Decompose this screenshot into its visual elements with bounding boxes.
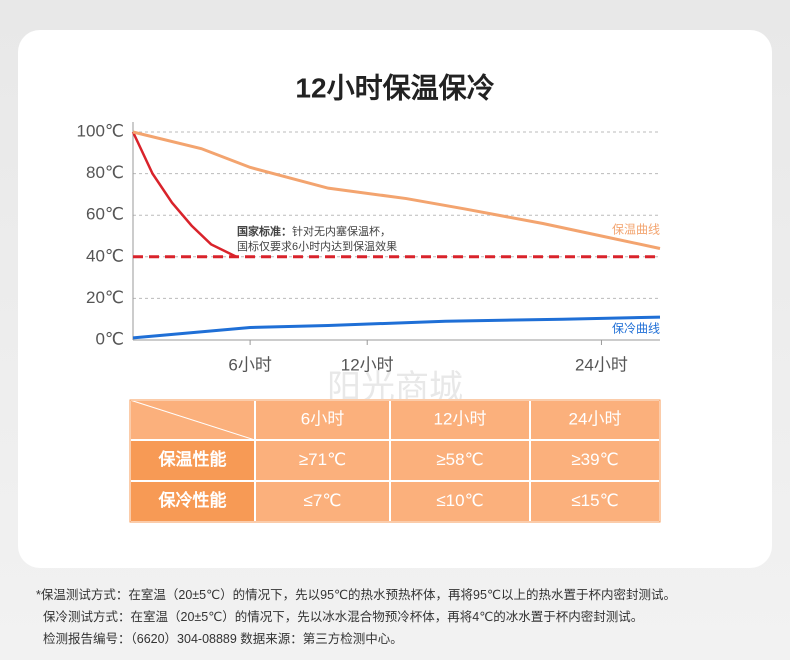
- annotation: 国标仅要求6小时内达到保温效果: [237, 239, 397, 253]
- table-cell: [389, 399, 531, 441]
- cell-text: 6小时: [301, 409, 344, 428]
- footnote: 检测报告编号：（6620）304-08889 数据来源：第三方检测中心。: [43, 632, 403, 646]
- cell-text: ≤7℃: [304, 491, 342, 510]
- annotation-label: 国家标准：: [237, 224, 292, 238]
- footnote: 保冷测试方式：在室温（20±5℃）的情况下，先以冰水混合物预冷杯体，再将4℃的冰…: [43, 610, 644, 624]
- x-tick-label: 6小时: [228, 355, 271, 374]
- y-tick-label: 20℃: [86, 288, 124, 307]
- table-cell: [529, 399, 661, 441]
- y-tick-label: 80℃: [86, 163, 124, 182]
- cell-text: ≥71℃: [299, 450, 346, 469]
- row-header: 保温性能: [158, 449, 227, 469]
- y-tick-label: 40℃: [86, 246, 124, 265]
- cell-text: 12小时: [434, 409, 487, 428]
- cell-text: 24小时: [569, 409, 622, 428]
- cell-text: ≤15℃: [571, 491, 618, 510]
- x-tick-label: 12小时: [341, 355, 394, 374]
- annotation-text: 针对无内塞保温杯，: [292, 224, 391, 238]
- series-line: [132, 130, 661, 250]
- table-cell: [129, 480, 256, 523]
- standard-curve: [131, 131, 237, 258]
- footnote: *保温测试方式：在室温（20±5℃）的情况下，先以95℃的热水预热杯体，再将95…: [36, 588, 677, 602]
- y-tick-label: 100℃: [77, 121, 124, 140]
- y-tick-label: 60℃: [86, 205, 124, 224]
- y-tick-label: 0℃: [95, 329, 124, 348]
- series-line: [132, 315, 661, 340]
- diagonal: [129, 399, 256, 441]
- cell-text: ≥58℃: [436, 450, 483, 469]
- x-tick-label: 24小时: [575, 355, 628, 374]
- series-label: 保温曲线: [612, 223, 660, 237]
- cell-text: ≥39℃: [571, 450, 618, 469]
- table-cell: [529, 480, 661, 523]
- chart-title: 12小时保温保冷: [295, 72, 494, 103]
- cell-text: ≤10℃: [436, 491, 483, 510]
- table-border: [129, 399, 661, 523]
- annotation: 国家标准：针对无内塞保温杯，: [237, 224, 391, 238]
- row-header: 保冷性能: [158, 490, 227, 510]
- series-label: 保冷曲线: [612, 321, 660, 335]
